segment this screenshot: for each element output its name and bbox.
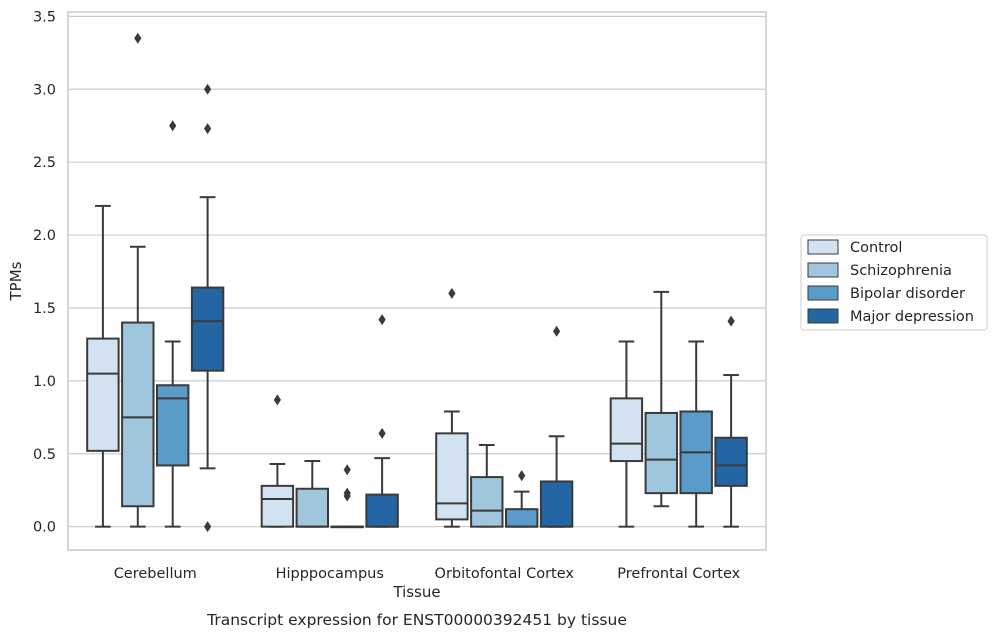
outlier-point [553,325,561,337]
box [295,460,330,528]
box [86,204,120,528]
outlier-point [727,315,735,327]
box [679,340,713,528]
x-tick-labels: Cerebellum Hipppocampus Orbitofontal Corte… [114,566,741,582]
box-body [714,436,748,487]
legend-label: Bipolar disorder [850,286,965,302]
x-tick-label: Cerebellum [114,566,197,582]
legend-label: Control [850,240,902,256]
box-body [190,286,225,372]
y-tick-label: 0.0 [33,520,56,536]
box-body [609,397,644,463]
box [330,464,364,529]
outlier-point [204,123,212,135]
box [644,290,679,508]
box [260,394,295,528]
outlier-point [273,394,281,406]
outlier-point [169,120,177,132]
outlier-point [204,521,212,533]
box [365,314,399,528]
box-body [470,476,504,528]
legend-label: Major depression [850,309,974,325]
outlier-point [204,83,212,95]
outlier-point [343,490,351,502]
x-tick-label: Hipppocampus [276,566,384,582]
box-body [539,480,574,528]
chart-caption: Transcript expression for ENST0000039245… [206,611,627,629]
box-body [121,321,155,508]
box [435,287,469,528]
outlier-point [378,314,386,326]
box [190,83,225,533]
legend-swatch [807,285,839,301]
outlier-point [343,464,351,476]
box [155,120,190,528]
box [609,340,644,528]
y-tick-label: 2.0 [33,228,56,244]
outlier-point [448,287,456,299]
x-tick-label: Prefrontal Cortex [617,566,740,582]
outlier-point [134,32,142,44]
y-tick-labels: 0.0 0.5 1.0 1.5 2.0 2.5 3.0 3.5 [33,9,56,535]
y-tick-label: 1.5 [33,301,56,317]
box-body [365,493,399,528]
outlier-point [378,427,386,439]
box [539,325,574,528]
y-tick-label: 1.0 [33,374,56,390]
y-tick-label: 0.5 [33,447,56,463]
y-tick-label: 3.0 [33,82,56,98]
legend-swatch [807,308,839,324]
box-body [155,384,190,467]
y-tick-label: 3.5 [33,9,56,25]
box [714,315,748,528]
y-axis-label: TPMs [7,261,25,301]
legend-swatch [807,239,839,255]
box-body [295,487,330,528]
plot-frame [67,11,767,551]
legend-swatch [807,262,839,278]
box-body [260,484,295,528]
box [470,444,504,528]
legend-label: Schizophrenia [850,263,952,279]
outlier-point [518,470,526,482]
legend-frame [800,234,988,331]
box [121,32,155,528]
box-body [504,508,539,528]
box-body [435,432,469,521]
legend: Control Schizophrenia Bipolar disorder Majo… [800,234,988,331]
x-tick-label: Orbitofontal Cortex [435,566,575,582]
box-body [86,337,120,452]
box-body [644,411,679,495]
x-axis-label: Tissue [392,583,440,601]
y-tick-label: 2.5 [33,155,56,171]
box-groups [86,32,748,533]
box [504,470,539,528]
